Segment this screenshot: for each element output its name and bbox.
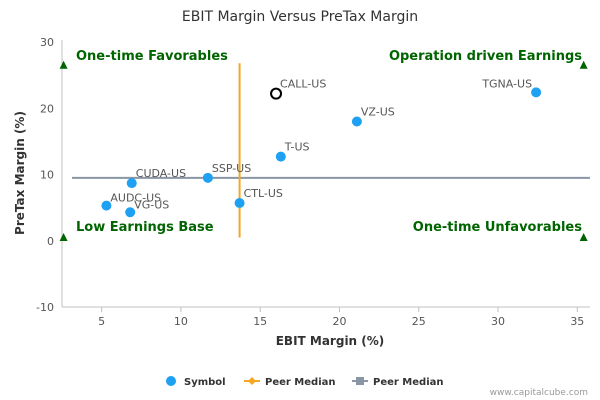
- quadrant-label-top-right: Operation driven Earnings: [389, 49, 582, 64]
- point-cuda-us: [126, 178, 137, 189]
- point-t-us: [275, 151, 286, 162]
- legend-label: Peer Median: [373, 377, 444, 388]
- point-vg-us: [125, 207, 136, 218]
- point-label-ctl-us: CTL-US: [244, 187, 283, 200]
- point-label-cuda-us: CUDA-US: [136, 167, 186, 180]
- point-label-ssp-us: SSP-US: [212, 162, 251, 175]
- quadrant-marker-top-left: [59, 60, 68, 69]
- point-ssp-us: [202, 172, 213, 183]
- point-audc-us: [101, 200, 112, 211]
- point-call-us: [270, 87, 283, 100]
- quadrant-marker-top-right: [579, 60, 588, 69]
- point-label-vz-us: VZ-US: [361, 106, 395, 119]
- point-ctl-us: [234, 197, 245, 208]
- x-tick-label: 30: [491, 315, 505, 328]
- y-tick-label: 10: [40, 169, 54, 182]
- x-tick-label: 10: [174, 315, 188, 328]
- y-tick-label: 20: [40, 102, 54, 115]
- y-tick-label: 0: [47, 235, 54, 248]
- legend-peer-median-square: [356, 377, 364, 385]
- point-vz-us: [351, 116, 362, 127]
- credit-text: www.capitalcube.com: [490, 388, 588, 398]
- y-axis-title: PreTax Margin (%): [13, 111, 27, 235]
- x-tick-label: 25: [412, 315, 426, 328]
- x-axis-title: EBIT Margin (%): [276, 334, 385, 348]
- y-tick-label: -10: [36, 301, 54, 314]
- point-label-audc-us: AUDC-US: [110, 192, 161, 205]
- point-tgna-us: [531, 87, 542, 98]
- quadrant-marker-bottom-right: [579, 232, 588, 241]
- legend-symbol-marker: [166, 376, 176, 386]
- x-tick-label: 35: [570, 315, 584, 328]
- chart-title: EBIT Margin Versus PreTax Margin: [182, 9, 418, 25]
- point-label-vg-us: VG-US: [134, 198, 169, 211]
- quadrant-label-bottom-left: Low Earnings Base: [76, 220, 214, 235]
- point-label-tgna-us: TGNA-US: [481, 77, 532, 90]
- point-label-t-us: T-US: [284, 141, 310, 154]
- legend-peer-median-diamond: [248, 377, 256, 385]
- x-tick-label: 5: [98, 315, 105, 328]
- legend-label: Symbol: [184, 377, 226, 388]
- quadrant-marker-bottom-left: [59, 232, 68, 241]
- legend: Symbol Peer Median Peer Median: [166, 376, 444, 388]
- quadrant-label-top-left: One-time Favorables: [76, 49, 228, 64]
- legend-label: Peer Median: [265, 377, 336, 388]
- plot-area: -10 0 10 20 30 5 10 15 20 25 30 35 One-time Favorabl…: [36, 36, 590, 328]
- quadrant-label-bottom-right: One-time Unfavorables: [413, 220, 582, 235]
- x-tick-label: 20: [332, 315, 346, 328]
- y-tick-label: 30: [40, 36, 54, 49]
- x-tick-label: 15: [253, 315, 267, 328]
- point-label-call-us: CALL-US: [280, 78, 326, 91]
